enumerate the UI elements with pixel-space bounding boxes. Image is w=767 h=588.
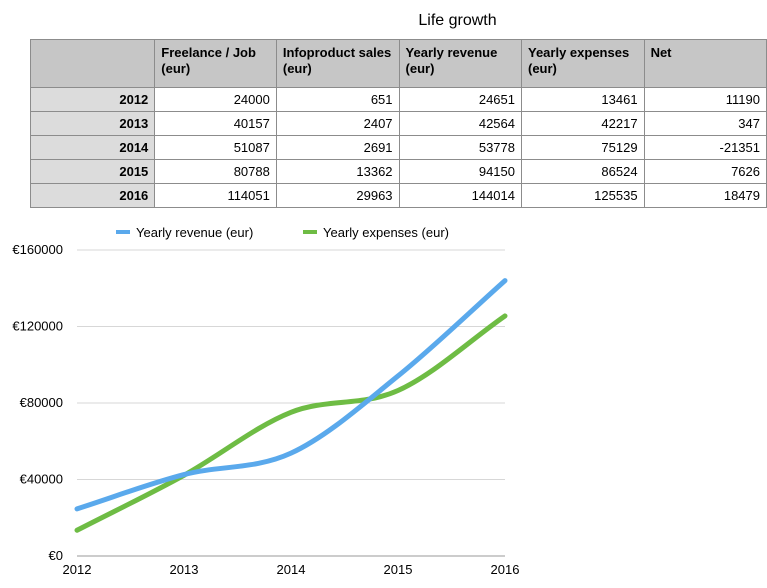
table-cell: 2407 bbox=[275, 111, 400, 136]
row-year-cell: 2014 bbox=[29, 135, 156, 160]
table-cell: 42564 bbox=[398, 111, 523, 136]
table-cell: 29963 bbox=[275, 183, 400, 208]
x-tick-label: 2016 bbox=[491, 562, 520, 577]
data-table: Freelance / Job (eur) Infoproduct sales … bbox=[29, 39, 767, 208]
table-row: 2015 80788 13362 94150 86524 7626 bbox=[29, 159, 767, 184]
row-year-cell: 2015 bbox=[29, 159, 156, 184]
table-row: 2012 24000 651 24651 13461 11190 bbox=[29, 87, 767, 112]
header-cell-infoproduct: Infoproduct sales (eur) bbox=[275, 39, 400, 88]
series-line-revenue bbox=[74, 278, 508, 512]
x-tick-label: 2013 bbox=[170, 562, 199, 577]
table-cell: 53778 bbox=[398, 135, 523, 160]
table-cell: 42217 bbox=[521, 111, 645, 136]
table-cell: 2691 bbox=[275, 135, 400, 160]
row-year-cell: 2016 bbox=[29, 183, 156, 208]
y-tick-label: €80000 bbox=[20, 395, 63, 410]
y-tick-label: €120000 bbox=[12, 319, 63, 334]
table-title: Life growth bbox=[418, 12, 497, 29]
row-year-cell: 2013 bbox=[29, 111, 156, 136]
table-row: 2016 114051 29963 144014 125535 18479 bbox=[29, 183, 767, 208]
x-tick-label: 2014 bbox=[277, 562, 306, 577]
row-year-cell: 2012 bbox=[29, 87, 156, 112]
table-cell: 114051 bbox=[154, 183, 277, 208]
table-cell: -21351 bbox=[643, 135, 767, 160]
header-cell-expenses: Yearly expenses (eur) bbox=[521, 39, 645, 88]
y-tick-label: €40000 bbox=[20, 472, 63, 487]
table-row: 2013 40157 2407 42564 42217 347 bbox=[29, 111, 767, 136]
table-cell: 11190 bbox=[643, 87, 767, 112]
table-cell: 144014 bbox=[398, 183, 523, 208]
table-cell: 7626 bbox=[643, 159, 767, 184]
table-cell: 86524 bbox=[521, 159, 645, 184]
header-cell-revenue: Yearly revenue (eur) bbox=[398, 39, 523, 88]
legend-label: Yearly revenue (eur) bbox=[136, 225, 253, 240]
table-cell: 24000 bbox=[154, 87, 277, 112]
table-cell: 51087 bbox=[154, 135, 277, 160]
header-cell-net: Net bbox=[643, 39, 767, 88]
table-cell: 125535 bbox=[521, 183, 645, 208]
header-cell-corner bbox=[29, 39, 156, 88]
y-tick-label: €0 bbox=[49, 548, 63, 563]
legend-label: Yearly expenses (eur) bbox=[323, 225, 449, 240]
table-cell: 94150 bbox=[398, 159, 523, 184]
table-cell: 13461 bbox=[521, 87, 645, 112]
header-cell-freelance: Freelance / Job (eur) bbox=[154, 39, 277, 88]
series-line-expenses bbox=[74, 313, 508, 533]
table-cell: 18479 bbox=[643, 183, 767, 208]
y-tick-label: €160000 bbox=[12, 242, 63, 257]
table-cell: 13362 bbox=[275, 159, 400, 184]
table-cell: 75129 bbox=[521, 135, 645, 160]
table-cell: 40157 bbox=[154, 111, 277, 136]
x-tick-label: 2012 bbox=[63, 562, 92, 577]
table-header-row: Freelance / Job (eur) Infoproduct sales … bbox=[29, 39, 767, 88]
table-cell: 80788 bbox=[154, 159, 277, 184]
x-tick-label: 2015 bbox=[384, 562, 413, 577]
table-cell: 651 bbox=[275, 87, 400, 112]
table-cell: 24651 bbox=[398, 87, 523, 112]
table-cell: 347 bbox=[643, 111, 767, 136]
line-chart: €0 €40000 €80000 €120000 €160000 2012 2013 2014… bbox=[12, 225, 520, 577]
table-row: 2014 51087 2691 53778 75129 -21351 bbox=[29, 135, 767, 160]
